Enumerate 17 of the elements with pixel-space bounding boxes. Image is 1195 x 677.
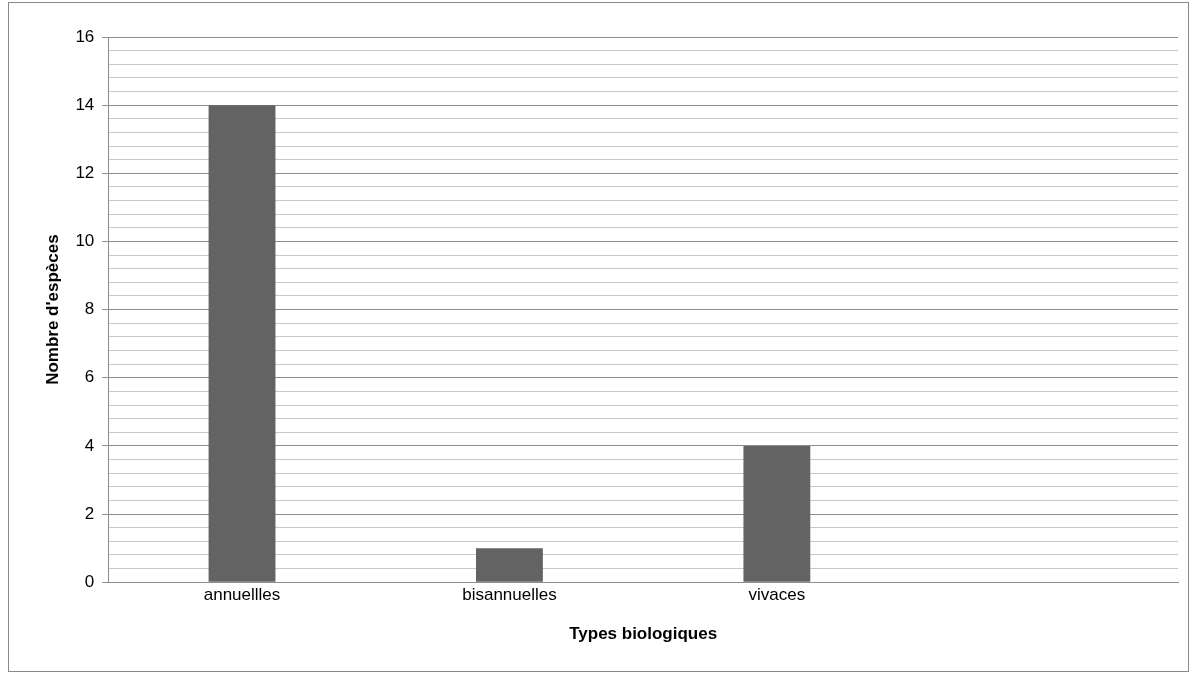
- y-tick-label: 6: [84, 367, 95, 387]
- y-tick-label: 12: [75, 162, 95, 182]
- x-tick-label: bisannuelles: [462, 585, 557, 605]
- y-tick-label: 14: [75, 94, 95, 114]
- y-tick-label: 0: [84, 571, 95, 591]
- bar: [208, 105, 276, 582]
- y-tick-label: 16: [75, 26, 95, 46]
- y-tick-label: 8: [84, 299, 95, 319]
- x-axis-title: Types biologiques: [569, 624, 718, 644]
- x-tick-label: vivaces: [748, 585, 806, 605]
- y-axis-title: Nombre d'espèces: [42, 234, 62, 385]
- bar: [743, 445, 811, 582]
- y-tick-label: 10: [75, 231, 95, 251]
- bar: [476, 548, 543, 582]
- y-tick-label: 2: [84, 503, 95, 523]
- y-tick-label: 4: [84, 435, 95, 455]
- x-tick-label: annuellles: [203, 585, 281, 605]
